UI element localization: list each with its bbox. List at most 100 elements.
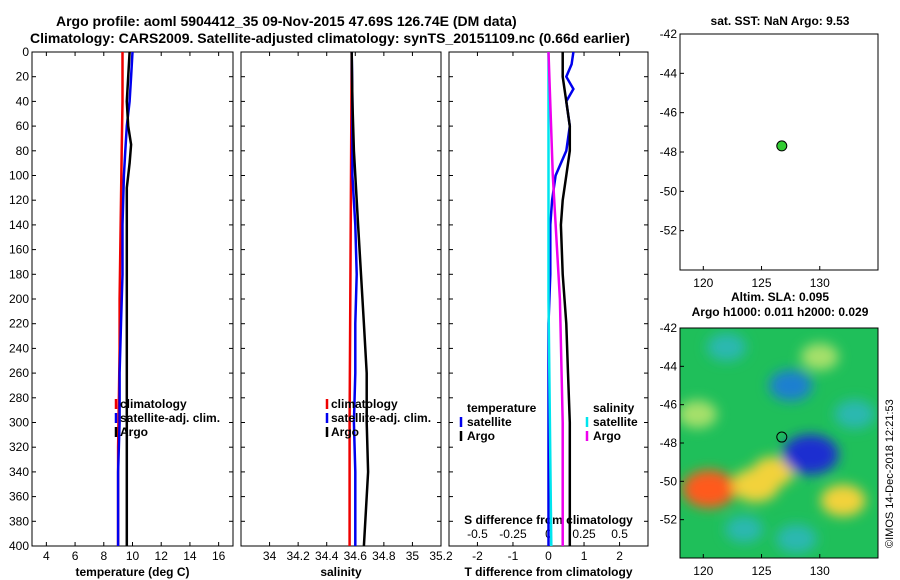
x-tick-label: 16 — [212, 549, 226, 563]
y-tick-label: 240 — [9, 341, 29, 355]
legend-label: satellite — [467, 415, 512, 429]
legend-label: satellite-adj. clim. — [120, 411, 220, 425]
x-tick-label: 34.4 — [315, 549, 339, 563]
plot-frame — [31, 51, 234, 547]
heatmap-cell — [776, 524, 817, 554]
map-x-tick-label: 120 — [693, 564, 713, 578]
map-x-tick-label: 130 — [810, 276, 830, 290]
map-y-tick-label: -46 — [660, 106, 678, 120]
argo-location-marker — [776, 431, 788, 443]
top-x-tick-label: -0.5 — [467, 527, 488, 541]
y-tick-label: 260 — [9, 366, 29, 380]
map-y-tick-label: -50 — [660, 474, 678, 488]
y-tick-label: 40 — [16, 94, 30, 108]
temperature-panel: 4 6 8 10 12 14 16 temperature (deg C) 0 20 40 60 80 1… — [9, 45, 234, 579]
map-y-tick-label: -44 — [660, 359, 678, 373]
series-line-sat — [116, 51, 134, 546]
y-tick-label: 0 — [22, 45, 29, 59]
x-tick-label: 34.8 — [372, 549, 396, 563]
plot-frame — [240, 51, 442, 547]
sst-map-title: sat. SST: NaN Argo: 9.53 — [710, 14, 850, 28]
diff-series-line-argo — [559, 52, 572, 546]
difference-panel: -2 -1 0 1 2 T difference from climatology -0.5… — [448, 51, 649, 579]
map-x-tick-label: 130 — [810, 564, 830, 578]
y-tick-label: 60 — [16, 119, 30, 133]
y-tick-label: 160 — [9, 243, 29, 257]
legend-label: satellite-adj. clim. — [331, 411, 431, 425]
map-y-tick-label: -52 — [660, 224, 678, 238]
heatmap-cell — [820, 484, 866, 517]
heatmap-cell — [680, 400, 718, 429]
sla-map-title2: Argo h1000: 0.011 h2000: 0.029 — [691, 305, 869, 319]
heatmap-cell — [725, 515, 763, 543]
y-tick-label: 80 — [16, 144, 30, 158]
y-tick-label: 340 — [9, 465, 29, 479]
legend-label: Argo — [120, 425, 148, 439]
x-tick-label: 10 — [126, 549, 140, 563]
y-tick-label: 20 — [16, 70, 30, 84]
diff-series-line-magenta — [547, 51, 564, 546]
x-tick-label: 12 — [155, 549, 169, 563]
figure-title-line1: Argo profile: aoml 5904412_35 09-Nov-201… — [56, 13, 517, 29]
legend-label: climatology — [120, 397, 187, 411]
top-x-tick-label: -0.25 — [499, 527, 527, 541]
legend-title-salinity: salinity — [593, 401, 635, 415]
x-tick-label: 1 — [581, 549, 588, 563]
legend-title-temperature: temperature — [467, 401, 537, 415]
x-tick-label: -1 — [508, 549, 519, 563]
map-y-tick-label: -48 — [660, 145, 678, 159]
x-axis-label: temperature (deg C) — [75, 565, 189, 579]
series-line-argo — [125, 51, 133, 546]
top-x-tick-label: 0.5 — [611, 527, 628, 541]
y-tick-label: 280 — [9, 391, 29, 405]
x-tick-label: 35 — [406, 549, 420, 563]
legend-label: Argo — [331, 425, 359, 439]
map-x-tick-label: 125 — [752, 564, 772, 578]
x-tick-label: 6 — [72, 549, 79, 563]
x-axis-label: T difference from climatology — [464, 565, 632, 579]
sla-map-title1: Altim. SLA: 0.095 — [730, 290, 830, 304]
x-tick-label: 4 — [43, 549, 50, 563]
diff-series-line-cyan — [547, 52, 553, 547]
map-y-tick-label: -50 — [660, 184, 678, 198]
imos-timestamp: ©IMOS 14-Dec-2018 12:21:53 — [884, 399, 896, 548]
map-frame — [679, 33, 879, 271]
argo-location-marker — [776, 140, 788, 152]
y-tick-label: 360 — [9, 490, 29, 504]
x-tick-label: 2 — [616, 549, 623, 563]
heatmap-cell — [800, 343, 839, 371]
y-tick-label: 220 — [9, 317, 29, 331]
heatmap-background — [680, 328, 878, 558]
x-tick-label: 0 — [545, 549, 552, 563]
sla-map-panel: 120 125 130 -42 -44 -46 -48 -50 -52 — [660, 321, 879, 578]
x-axis-label: salinity — [320, 565, 362, 579]
x-tick-label: 8 — [100, 549, 107, 563]
x-tick-label: -2 — [472, 549, 483, 563]
y-tick-label: 300 — [9, 416, 29, 430]
map-y-tick-label: -42 — [660, 321, 678, 335]
x-tick-label: 14 — [183, 549, 197, 563]
series-line-argo — [350, 51, 370, 547]
y-tick-label: 380 — [9, 514, 29, 528]
map-y-tick-label: -42 — [660, 27, 678, 41]
heatmap-cell — [682, 470, 736, 508]
legend-label: satellite — [593, 415, 638, 429]
map-x-tick-label: 120 — [693, 276, 713, 290]
y-tick-label: 180 — [9, 267, 29, 281]
x-tick-label: 34.2 — [286, 549, 310, 563]
x-tick-label: 34.6 — [344, 549, 368, 563]
figure-title-line2: Climatology: CARS2009. Satellite-adjuste… — [30, 30, 630, 46]
y-tick-label: 120 — [9, 193, 29, 207]
map-y-tick-label: -52 — [660, 513, 678, 527]
map-y-tick-label: -46 — [660, 398, 678, 412]
x-tick-label: 35.2 — [429, 549, 453, 563]
sst-map-panel: 120 125 130 -42 -44 -46 -48 -50 -52 — [660, 27, 879, 290]
y-tick-label: 140 — [9, 218, 29, 232]
heatmap-cell — [752, 456, 795, 487]
y-tick-label: 400 — [9, 539, 29, 553]
top-x-tick-label: 0.25 — [572, 527, 596, 541]
legend-label: climatology — [331, 397, 398, 411]
salinity-panel: 34 34.2 34.4 34.6 34.8 35 35.2 salinity climatol… — [240, 51, 453, 579]
y-tick-label: 320 — [9, 440, 29, 454]
